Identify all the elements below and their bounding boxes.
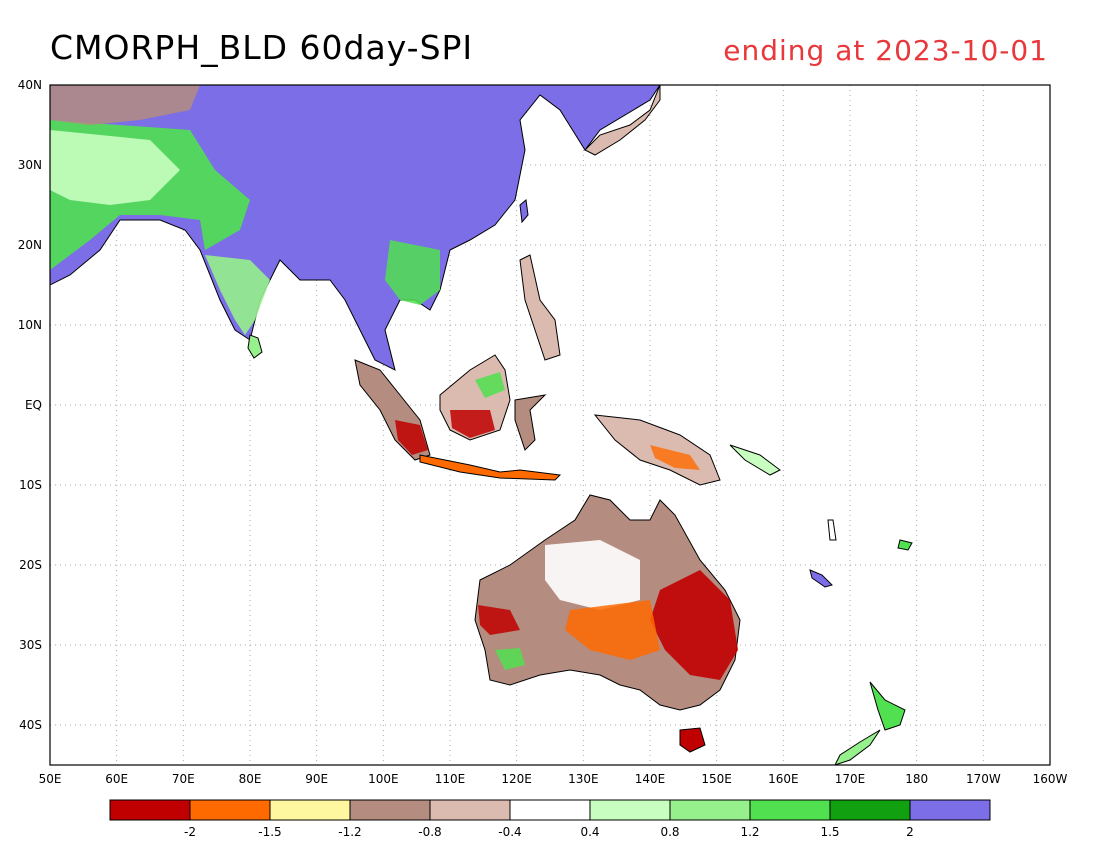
new-caledonia (809, 569, 833, 588)
lat-tick-label: 30N (18, 158, 42, 172)
lon-tick-label: 150E (701, 772, 732, 786)
lon-tick-label: 180 (905, 772, 928, 786)
lon-tick-label: 130E (568, 772, 599, 786)
taiwan (519, 199, 529, 224)
new-zealand-south (834, 729, 881, 765)
colorbar-swatch (589, 799, 671, 821)
colorbar-swatch (189, 799, 271, 821)
fiji (897, 539, 913, 551)
colorbar-label: 1.2 (740, 825, 759, 839)
longitude-labels: 50E 60E 70E 80E 90E 100E 110E 120E 130E 140E 150E 1… (39, 772, 1068, 786)
colorbar-swatch (669, 799, 751, 821)
lat-tick-label: 10N (18, 318, 42, 332)
lat-tick-label: EQ (25, 398, 42, 412)
colorbar-swatch (349, 799, 431, 821)
australia-orange (565, 600, 660, 660)
colorbar-label: -1.5 (258, 825, 281, 839)
java (419, 454, 562, 481)
map-frame (49, 84, 1051, 766)
japan (584, 85, 661, 156)
map-title: CMORPH_BLD 60day-SPI (50, 28, 474, 67)
colorbar-label: -1.2 (338, 825, 361, 839)
philippines (519, 254, 561, 361)
colorbar-swatch (429, 799, 511, 821)
latitude-labels: 40N 30N 20N 10N EQ 10S 20S 30S 40S (18, 78, 42, 732)
land-layer (50, 85, 913, 765)
colorbar-swatch (109, 799, 191, 821)
colorbar-swatch (509, 799, 591, 821)
australia-white (545, 540, 640, 610)
borneo-wet (475, 372, 505, 398)
india-mixed (205, 255, 270, 335)
lon-tick-label: 120E (501, 772, 532, 786)
lon-tick-label: 110E (435, 772, 466, 786)
lat-tick-label: 40N (18, 78, 42, 92)
asia-light-green (50, 130, 180, 205)
lon-tick-label: 160E (768, 772, 799, 786)
colorbar-swatch (269, 799, 351, 821)
lat-tick-label: 20N (18, 238, 42, 252)
new-guinea-dry (650, 445, 700, 470)
lon-tick-label: 80E (239, 772, 262, 786)
tasmania (679, 727, 706, 753)
lon-tick-label: 170E (835, 772, 866, 786)
lon-tick-label: 60E (105, 772, 128, 786)
colorbar-label: -0.4 (498, 825, 521, 839)
sulawesi (514, 394, 547, 451)
sumatra-dry (395, 420, 428, 455)
colorbar-label: -2 (184, 825, 196, 839)
sri-lanka (247, 334, 263, 359)
lat-tick-label: 40S (19, 718, 42, 732)
colorbar: -2 -1.5 -1.2 -0.8 -0.4 0.4 0.8 1.2 1.5 2 (109, 799, 991, 839)
colorbar-swatch (829, 799, 911, 821)
colorbar-label: 0.8 (660, 825, 679, 839)
lon-tick-label: 70E (172, 772, 195, 786)
australia-west-dry (478, 605, 520, 635)
lat-tick-label: 30S (19, 638, 42, 652)
lat-tick-label: 10S (19, 478, 42, 492)
new-zealand-north (869, 681, 906, 731)
lon-tick-label: 50E (39, 772, 62, 786)
colorbar-swatch (749, 799, 831, 821)
lon-tick-label: 160W (1033, 772, 1068, 786)
vanuatu (827, 519, 837, 541)
colorbar-label: 0.4 (580, 825, 599, 839)
indochina-green (385, 240, 440, 305)
colorbar-label: 2 (906, 825, 914, 839)
lon-tick-label: 90E (305, 772, 328, 786)
borneo-dry (450, 410, 495, 438)
lon-tick-label: 140E (635, 772, 666, 786)
colorbar-label: 1.5 (820, 825, 839, 839)
asia-dry-north (50, 85, 200, 125)
solomon-islands (729, 444, 781, 476)
lon-tick-label: 170W (966, 772, 1001, 786)
australia-sw-wet (495, 648, 525, 670)
lon-tick-label: 100E (368, 772, 399, 786)
lat-tick-label: 20S (19, 558, 42, 572)
colorbar-label: -0.8 (418, 825, 441, 839)
map-subtitle: ending at 2023-10-01 (723, 34, 1048, 67)
australia-east-dry (650, 570, 738, 680)
colorbar-swatch (909, 799, 991, 821)
